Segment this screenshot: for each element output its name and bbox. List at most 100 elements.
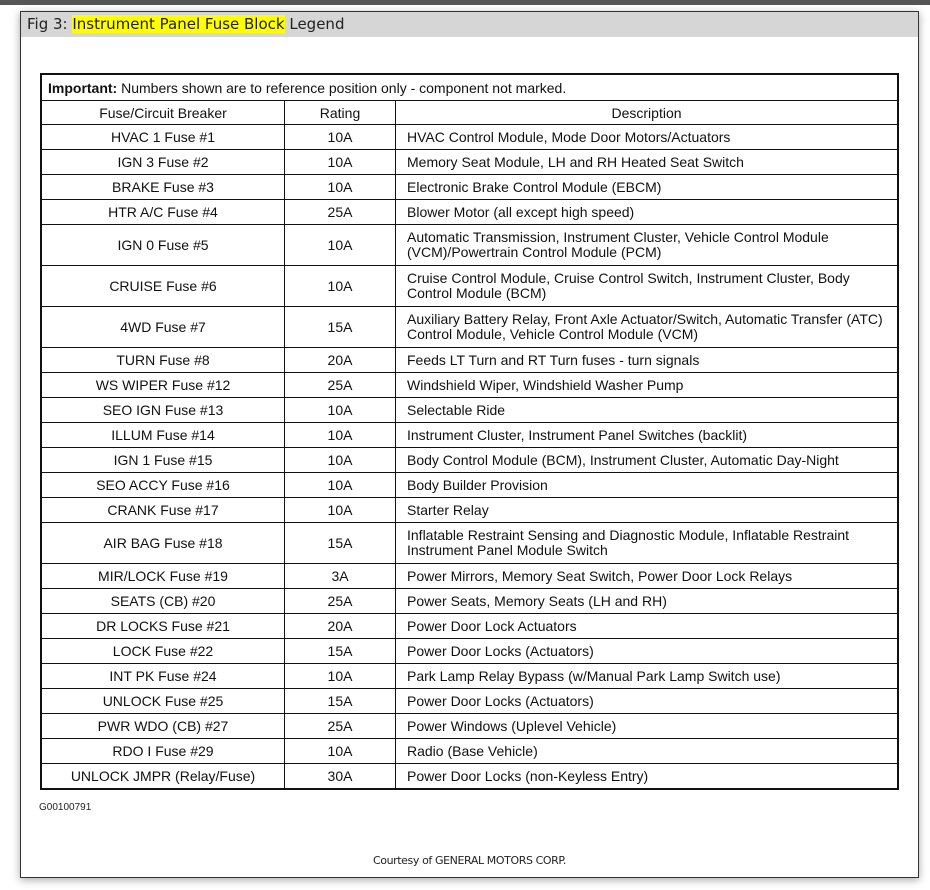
table-row: IGN 1 Fuse #15 10A Body Control Module (BC… bbox=[40, 447, 899, 473]
fuse-cell: BRAKE Fuse #3 bbox=[40, 174, 285, 200]
rating-cell: 25A bbox=[284, 588, 396, 614]
fuse-cell: ILLUM Fuse #14 bbox=[40, 422, 285, 448]
fuse-cell: SEATS (CB) #20 bbox=[40, 588, 285, 614]
description-cell: Starter Relay bbox=[395, 497, 899, 523]
table-row: UNLOCK Fuse #25 15A Power Door Locks (Actu… bbox=[40, 688, 899, 714]
description-cell: Power Windows (Uplevel Vehicle) bbox=[395, 713, 899, 739]
figure-prefix: Fig 3: bbox=[27, 15, 73, 33]
fuse-cell: CRANK Fuse #17 bbox=[40, 497, 285, 523]
description-cell: Power Seats, Memory Seats (LH and RH) bbox=[395, 588, 899, 614]
figure-suffix: Legend bbox=[284, 15, 345, 33]
rating-cell: 15A bbox=[284, 306, 396, 348]
graphic-code: G00100791 bbox=[39, 802, 92, 813]
rating-cell: 15A bbox=[284, 688, 396, 714]
fuse-table: Important: Numbers shown are to referenc… bbox=[40, 73, 899, 790]
fuse-cell: PWR WDO (CB) #27 bbox=[40, 713, 285, 739]
fuse-cell: UNLOCK JMPR (Relay/Fuse) bbox=[40, 763, 285, 790]
description-cell: Selectable Ride bbox=[395, 397, 899, 423]
fuse-cell: HTR A/C Fuse #4 bbox=[40, 199, 285, 225]
table-row: RDO I Fuse #29 10A Radio (Base Vehicle) bbox=[40, 738, 899, 764]
fuse-cell: AIR BAG Fuse #18 bbox=[40, 522, 285, 564]
figure-card: Fig 3: Instrument Panel Fuse Block Legen… bbox=[20, 11, 919, 878]
table-row: HTR A/C Fuse #4 25A Blower Motor (all exce… bbox=[40, 199, 899, 225]
fuse-cell: LOCK Fuse #22 bbox=[40, 638, 285, 664]
rating-cell: 10A bbox=[284, 738, 396, 764]
description-cell: Blower Motor (all except high speed) bbox=[395, 199, 899, 225]
table-row: ILLUM Fuse #14 10A Instrument Cluster, Ins… bbox=[40, 422, 899, 448]
rating-cell: 10A bbox=[284, 265, 396, 307]
fuse-cell: DR LOCKS Fuse #21 bbox=[40, 613, 285, 639]
header-row: Fuse/Circuit Breaker Rating Description bbox=[40, 100, 899, 125]
column-header-fuse: Fuse/Circuit Breaker bbox=[40, 100, 285, 125]
table-row: PWR WDO (CB) #27 25A Power Windows (Upleve… bbox=[40, 713, 899, 739]
table-row: BRAKE Fuse #3 10A Electronic Brake Control… bbox=[40, 174, 899, 200]
description-cell: Electronic Brake Control Module (EBCM) bbox=[395, 174, 899, 200]
rating-cell: 10A bbox=[284, 224, 396, 266]
fuse-cell: HVAC 1 Fuse #1 bbox=[40, 124, 285, 150]
description-cell: Radio (Base Vehicle) bbox=[395, 738, 899, 764]
description-cell: Power Mirrors, Memory Seat Switch, Power… bbox=[395, 563, 899, 589]
rating-cell: 10A bbox=[284, 397, 396, 423]
description-cell: Automatic Transmission, Instrument Clust… bbox=[395, 224, 899, 266]
table-row: AIR BAG Fuse #18 15A Inflatable Restraint … bbox=[40, 522, 899, 564]
table-row: SEATS (CB) #20 25A Power Seats, Memory Sea… bbox=[40, 588, 899, 614]
fuse-cell: 4WD Fuse #7 bbox=[40, 306, 285, 348]
top-bar bbox=[0, 0, 930, 5]
description-cell: Windshield Wiper, Windshield Washer Pump bbox=[395, 372, 899, 398]
description-cell: Park Lamp Relay Bypass (w/Manual Park La… bbox=[395, 663, 899, 689]
fuse-cell: IGN 0 Fuse #5 bbox=[40, 224, 285, 266]
column-header-description: Description bbox=[395, 100, 899, 125]
table-row: UNLOCK JMPR (Relay/Fuse) 30A Power Door Lo… bbox=[40, 763, 899, 790]
rating-cell: 10A bbox=[284, 497, 396, 523]
rating-cell: 15A bbox=[284, 638, 396, 664]
fuse-cell: SEO IGN Fuse #13 bbox=[40, 397, 285, 423]
table-row: MIR/LOCK Fuse #19 3A Power Mirrors, Memory… bbox=[40, 563, 899, 589]
fuse-cell: INT PK Fuse #24 bbox=[40, 663, 285, 689]
important-label: Important: bbox=[48, 79, 118, 96]
fuse-cell: SEO ACCY Fuse #16 bbox=[40, 472, 285, 498]
rating-cell: 10A bbox=[284, 447, 396, 473]
rating-cell: 3A bbox=[284, 563, 396, 589]
rating-cell: 10A bbox=[284, 124, 396, 150]
fuse-cell: MIR/LOCK Fuse #19 bbox=[40, 563, 285, 589]
description-cell: Power Door Locks (Actuators) bbox=[395, 638, 899, 664]
table-row: SEO IGN Fuse #13 10A Selectable Ride bbox=[40, 397, 899, 423]
column-header-rating: Rating bbox=[284, 100, 396, 125]
rating-cell: 30A bbox=[284, 763, 396, 790]
fuse-cell: IGN 3 Fuse #2 bbox=[40, 149, 285, 175]
description-cell: Auxiliary Battery Relay, Front Axle Actu… bbox=[395, 306, 899, 348]
description-cell: Power Door Lock Actuators bbox=[395, 613, 899, 639]
description-cell: Inflatable Restraint Sensing and Diagnos… bbox=[395, 522, 899, 564]
figure-title: Fig 3: Instrument Panel Fuse Block Legen… bbox=[21, 12, 918, 37]
rating-cell: 10A bbox=[284, 472, 396, 498]
rating-cell: 25A bbox=[284, 372, 396, 398]
rating-cell: 15A bbox=[284, 522, 396, 564]
table-row: HVAC 1 Fuse #1 10A HVAC Control Module, Mo… bbox=[40, 124, 899, 150]
description-cell: HVAC Control Module, Mode Door Motors/Ac… bbox=[395, 124, 899, 150]
fuse-cell: TURN Fuse #8 bbox=[40, 347, 285, 373]
important-text: Numbers shown are to reference position … bbox=[117, 79, 567, 96]
description-cell: Body Control Module (BCM), Instrument Cl… bbox=[395, 447, 899, 473]
rating-cell: 25A bbox=[284, 199, 396, 225]
description-cell: Memory Seat Module, LH and RH Heated Sea… bbox=[395, 149, 899, 175]
description-cell: Power Door Locks (non-Keyless Entry) bbox=[395, 763, 899, 790]
rating-cell: 10A bbox=[284, 174, 396, 200]
table-row: INT PK Fuse #24 10A Park Lamp Relay Bypass… bbox=[40, 663, 899, 689]
fuse-cell: WS WIPER Fuse #12 bbox=[40, 372, 285, 398]
rating-cell: 10A bbox=[284, 663, 396, 689]
rating-cell: 10A bbox=[284, 149, 396, 175]
fuse-cell: CRUISE Fuse #6 bbox=[40, 265, 285, 307]
table-row: CRUISE Fuse #6 10A Cruise Control Module, … bbox=[40, 265, 899, 307]
table-row: 4WD Fuse #7 15A Auxiliary Battery Relay, F… bbox=[40, 306, 899, 348]
highlighted-term: Instrument Panel Fuse Block bbox=[72, 15, 285, 33]
table-row: DR LOCKS Fuse #21 20A Power Door Lock Actu… bbox=[40, 613, 899, 639]
description-cell: Feeds LT Turn and RT Turn fuses - turn s… bbox=[395, 347, 899, 373]
description-cell: Power Door Locks (Actuators) bbox=[395, 688, 899, 714]
table-row: IGN 3 Fuse #2 10A Memory Seat Module, LH a… bbox=[40, 149, 899, 175]
courtesy-credit: Courtesy of GENERAL MOTORS CORP. bbox=[372, 854, 567, 867]
important-note: Important: Numbers shown are to referenc… bbox=[40, 73, 899, 101]
table-row: TURN Fuse #8 20A Feeds LT Turn and RT Turn… bbox=[40, 347, 899, 373]
description-cell: Body Builder Provision bbox=[395, 472, 899, 498]
fuse-cell: RDO I Fuse #29 bbox=[40, 738, 285, 764]
table-row: LOCK Fuse #22 15A Power Door Locks (Actuat… bbox=[40, 638, 899, 664]
